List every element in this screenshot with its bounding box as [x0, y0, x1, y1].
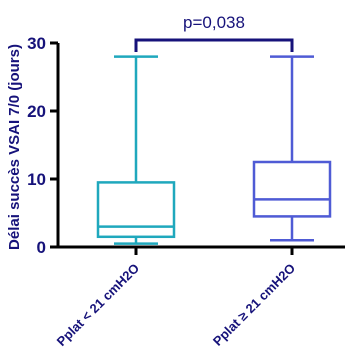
y-axis-label: Délai succès VSAI 7/0 (jours) [6, 44, 23, 250]
box-group-1 [252, 55, 332, 242]
boxes [96, 55, 332, 245]
significance-annotation: p=0,038 [134, 13, 294, 52]
x-category-label: Pplat < 21 cmH2O [54, 261, 143, 350]
y-tick-label: 0 [37, 238, 46, 257]
y-tick-label: 30 [27, 34, 46, 53]
p-value-label: p=0,038 [183, 13, 245, 32]
significance-bracket [134, 38, 294, 52]
x-category-label: Pplat ≥ 21 cmH2O [210, 261, 298, 349]
iqr-box [252, 160, 332, 218]
y-tick-label: 20 [27, 102, 46, 121]
iqr-box [96, 181, 176, 239]
axes: 0 10 20 30 Pplat < 21 cmH2O Pplat ≥ 21 cmH2O [27, 34, 345, 349]
box-group-0 [96, 55, 176, 245]
y-tick-label: 10 [27, 170, 46, 189]
